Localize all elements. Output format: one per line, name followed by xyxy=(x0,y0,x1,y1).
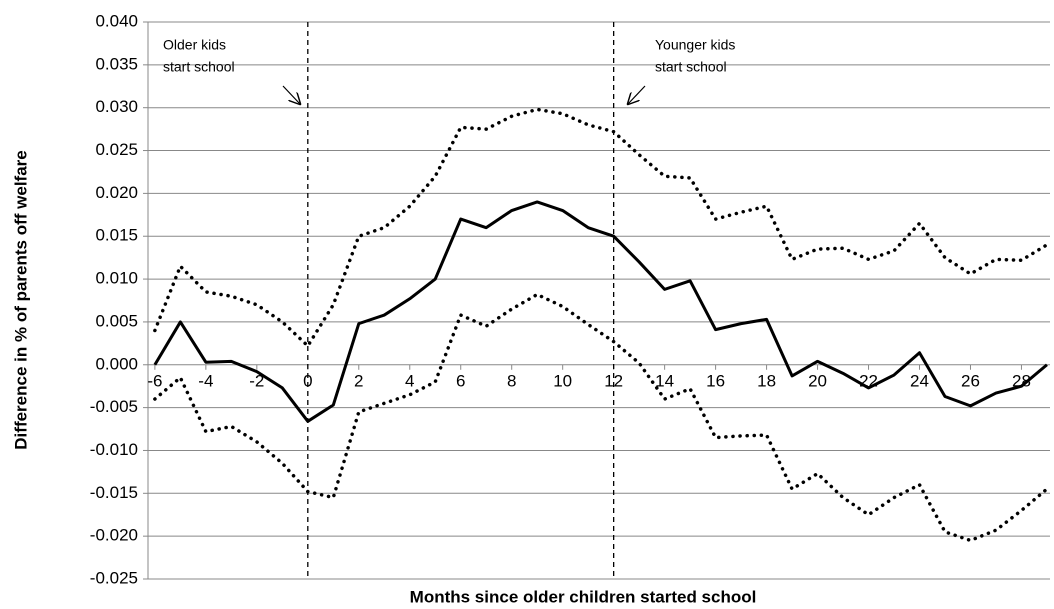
x-tick-label: 18 xyxy=(757,371,776,390)
y-tick-label: 0.025 xyxy=(95,140,138,159)
arrow xyxy=(628,85,646,104)
y-tick-label: 0.020 xyxy=(95,183,138,202)
x-tick-label: -6 xyxy=(147,371,162,390)
y-tick-label: 0.000 xyxy=(95,354,138,373)
x-tick-label: 14 xyxy=(655,371,674,390)
annotation: Older kids xyxy=(163,37,226,53)
y-tick-label: -0.025 xyxy=(90,568,138,587)
y-tick-label: -0.010 xyxy=(90,440,138,459)
x-tick-label: 6 xyxy=(456,371,465,390)
x-tick-label: 4 xyxy=(405,371,414,390)
y-tick-label: -0.020 xyxy=(90,526,138,545)
annotation: Younger kids xyxy=(655,37,735,53)
y-tick-label: 0.030 xyxy=(95,97,138,116)
x-tick-label: -2 xyxy=(249,371,264,390)
x-tick-label: 16 xyxy=(706,371,725,390)
y-tick-label: 0.010 xyxy=(95,269,138,288)
x-tick-label: 2 xyxy=(354,371,363,390)
series-line xyxy=(153,200,1048,423)
annotation: start school xyxy=(163,59,235,75)
y-tick-label: 0.035 xyxy=(95,54,138,73)
x-tick-label: 26 xyxy=(961,371,980,390)
x-axis-title: Months since older children started scho… xyxy=(410,587,757,606)
x-tick-label: 8 xyxy=(507,371,516,390)
arrow xyxy=(282,85,300,104)
x-tick-label: 10 xyxy=(553,371,572,390)
y-tick-label: -0.005 xyxy=(90,397,138,416)
y-tick-label: 0.005 xyxy=(95,311,138,330)
y-tick-label: -0.015 xyxy=(90,483,138,502)
x-tick-label: 24 xyxy=(910,371,929,390)
annotation: start school xyxy=(655,59,727,75)
y-tick-label: 0.040 xyxy=(95,11,138,30)
x-tick-label: 0 xyxy=(303,371,312,390)
x-tick-label: 12 xyxy=(604,371,623,390)
y-tick-label: 0.015 xyxy=(95,226,138,245)
series-line xyxy=(153,107,1049,349)
x-tick-label: 28 xyxy=(1012,371,1031,390)
series-line xyxy=(153,292,1049,543)
x-tick-label: -4 xyxy=(198,371,213,390)
x-tick-label: 20 xyxy=(808,371,827,390)
y-axis-title: Difference in % of parents off welfare xyxy=(11,150,30,449)
